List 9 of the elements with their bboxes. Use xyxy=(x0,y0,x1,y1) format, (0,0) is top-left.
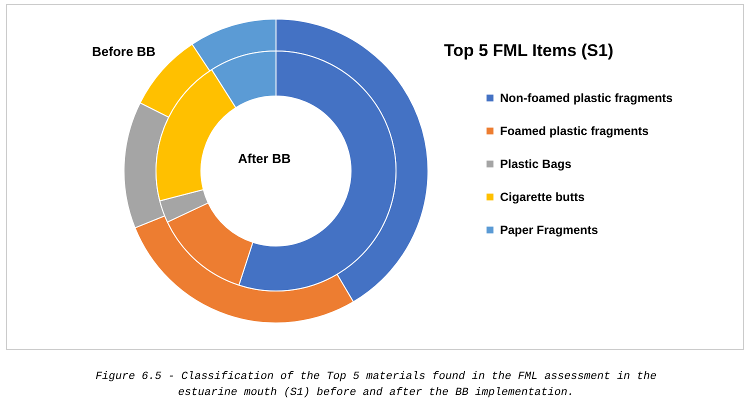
legend-label: Paper Fragments xyxy=(500,223,598,237)
caption: Figure 6.5 - Classification of the Top 5 materials found in the FML assessment in the estuarine mouth (S1) before and after the BB implementation. xyxy=(95,371,657,399)
slice-label: Before BB xyxy=(92,44,156,59)
legend-label: Foamed plastic fragments xyxy=(500,124,650,138)
legend-label: Plastic Bags xyxy=(500,157,572,171)
slice-label: After BB xyxy=(238,151,291,166)
legend-label: Non-foamed plastic fragments xyxy=(500,91,674,105)
text: Top 5 FML Items (S1) xyxy=(444,41,614,60)
legend-label: Cigarette butts xyxy=(500,190,585,204)
